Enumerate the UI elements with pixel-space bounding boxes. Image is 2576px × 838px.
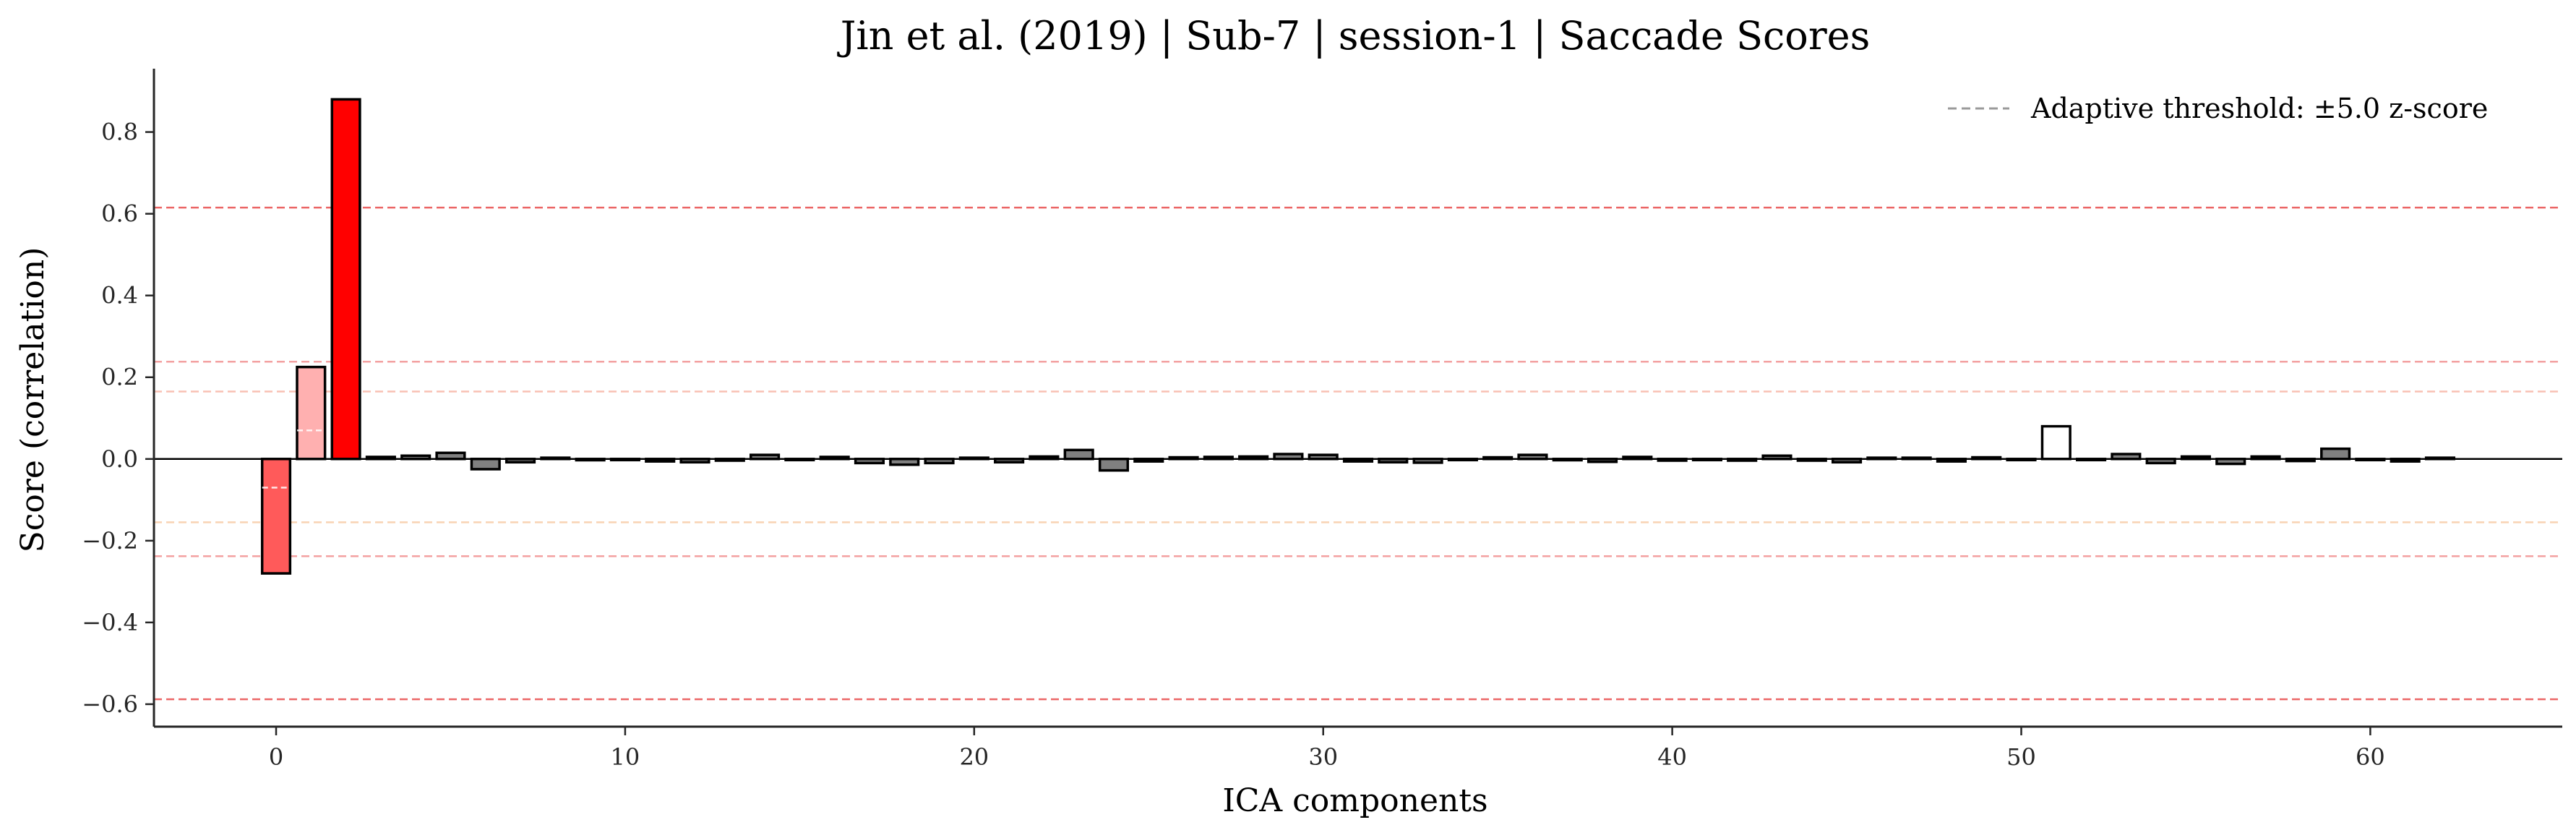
legend: Adaptive threshold: ±5.0 z-score <box>1948 93 2488 124</box>
bar-component-1 <box>296 365 327 461</box>
y-tick-label: 0.0 <box>101 445 138 473</box>
y-tick-label: −0.2 <box>82 527 138 555</box>
bar-component-6 <box>470 458 501 471</box>
x-tick-label: 0 <box>269 743 283 771</box>
y-tick-label: 0.2 <box>101 364 138 391</box>
chart-title: Jin et al. (2019) | Sub-7 | session-1 | … <box>837 13 1871 59</box>
bar-component-0 <box>260 458 292 575</box>
x-tick-label: 30 <box>1308 743 1338 771</box>
x-tick-label: 50 <box>2006 743 2036 771</box>
legend-threshold-label: Adaptive threshold: ±5.0 z-score <box>2030 93 2488 124</box>
x-tick-label: 40 <box>1657 743 1687 771</box>
bar-component-59 <box>2320 447 2351 461</box>
y-tick-label: 0.8 <box>101 119 138 146</box>
bar-component-5 <box>435 451 466 461</box>
x-tick-label: 20 <box>959 743 989 771</box>
bar-component-2 <box>330 98 361 461</box>
plot-area <box>154 98 2562 701</box>
y-tick-label: −0.6 <box>82 691 138 718</box>
y-axis-label: Score (correlation) <box>14 247 51 553</box>
bar-component-51 <box>2040 424 2071 461</box>
y-tick-label: −0.4 <box>82 609 138 636</box>
bar-component-23 <box>1063 448 1094 461</box>
y-tick-label: 0.6 <box>101 200 138 228</box>
axes: −0.6 −0.4 −0.2 0.0 0.2 0.4 0.6 0.8 0 10 20 30 40 50 60 <box>82 69 2562 771</box>
x-tick-label: 60 <box>2356 743 2385 771</box>
bar-component-24 <box>1098 458 1130 472</box>
y-tick-label: 0.4 <box>101 282 138 309</box>
x-tick-label: 10 <box>611 743 640 771</box>
x-axis-label: ICA components <box>1222 782 1487 819</box>
